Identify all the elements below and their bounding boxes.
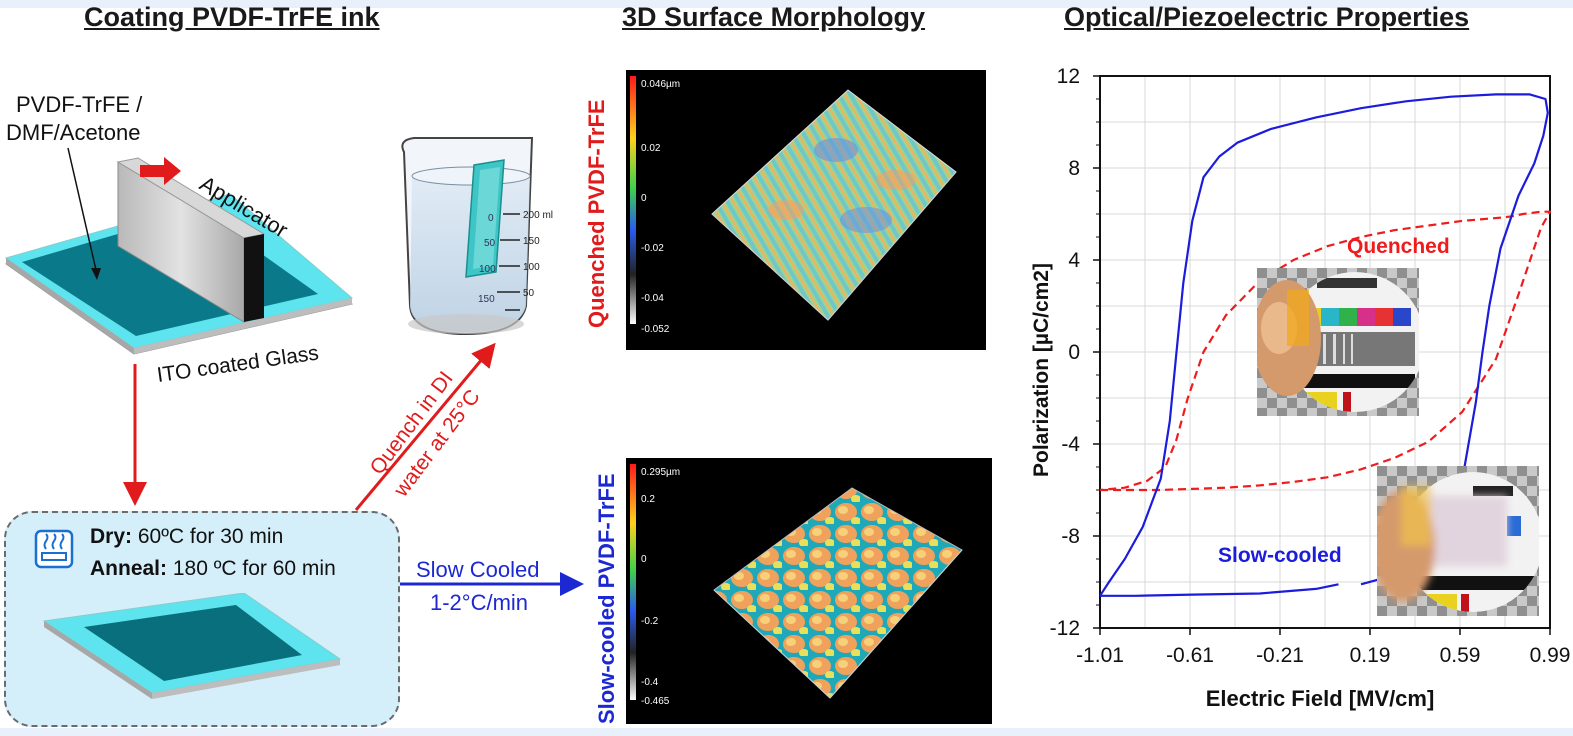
chart-y-tick-label: 0 bbox=[1068, 341, 1080, 364]
quenched-afm-image: 0.046µm 0.02 0 -0.02 -0.04 -0.052 bbox=[626, 70, 986, 350]
quenched-scale-max: 0.046µm bbox=[641, 79, 680, 90]
slow-scale-min: -0.465 bbox=[641, 696, 670, 707]
chart-series-quenched bbox=[1099, 210, 1552, 492]
applicator-direction-arrow bbox=[140, 157, 181, 185]
ink-label-line1: PVDF-TrFE / bbox=[16, 92, 143, 117]
chart-ticks: -1.01 -0.61 -0.21 0.19 0.59 0.99 12 8 4 0 -4 -8 -12 bbox=[1050, 65, 1571, 667]
chart-y-tick-label: 8 bbox=[1068, 157, 1080, 180]
chart-y-tick-label: -12 bbox=[1050, 617, 1080, 640]
ink-pointer-line bbox=[67, 147, 97, 271]
chart-y-tick-label: -8 bbox=[1061, 525, 1080, 548]
chart-y-tick-label: 4 bbox=[1068, 249, 1080, 272]
slow-cooled-annotation: Slow-cooled bbox=[1218, 544, 1342, 567]
chart-y-tick-label: 12 bbox=[1057, 65, 1080, 88]
beaker-inner-mark-50: 50 bbox=[484, 238, 496, 249]
beaker-inner-mark-100: 100 bbox=[479, 264, 496, 275]
dry-step-text: 60ºC for 30 min bbox=[132, 525, 284, 548]
ink-pointer-head bbox=[91, 268, 101, 280]
slow-cooled-sample-label: Slow-cooled PVDF-TrFE bbox=[594, 473, 619, 724]
chart-series bbox=[1099, 93, 1552, 597]
properties-section-title: Optical/Piezoelectric Properties bbox=[1064, 2, 1470, 32]
quench-arrow bbox=[354, 342, 496, 511]
slow-cooled-film-photo bbox=[1377, 466, 1539, 616]
dry-step-label: Dry: bbox=[90, 525, 133, 548]
beaker-inner-mark-0: 0 bbox=[488, 213, 494, 224]
beaker-inner-mark-150: 150 bbox=[478, 294, 495, 305]
slow-cooled-label-line1: Slow Cooled bbox=[416, 557, 540, 582]
slow-scale-0: 0 bbox=[641, 554, 647, 565]
quenched-annotation: Quenched bbox=[1347, 235, 1450, 258]
morphology-section-title: 3D Surface Morphology bbox=[622, 2, 926, 32]
bottom-frame-band bbox=[0, 728, 1573, 736]
applicator-blade bbox=[116, 157, 266, 323]
top-frame-band bbox=[0, 0, 1573, 8]
slow-scale-neg0.4: -0.4 bbox=[641, 677, 659, 688]
chart-series-slow-cooled bbox=[1099, 93, 1549, 597]
chart-x-tick-label: 0.99 bbox=[1530, 644, 1571, 667]
ink-label-line2: DMF/Acetone bbox=[6, 120, 141, 145]
annealed-substrate bbox=[42, 593, 342, 699]
beaker-mark-150: 150 bbox=[523, 236, 540, 247]
chart-series-segment-2 bbox=[1100, 583, 1339, 597]
chart-x-tick-label: 0.59 bbox=[1440, 644, 1481, 667]
beaker-mark-200: 200 ml bbox=[523, 210, 553, 221]
coating-section-title: Coating PVDF-TrFE ink bbox=[84, 2, 380, 32]
chart-x-tick-label: -0.21 bbox=[1256, 644, 1304, 667]
chart-y-tick-label: -4 bbox=[1061, 433, 1080, 456]
heater-icon bbox=[34, 529, 74, 569]
anneal-step-label: Anneal: bbox=[90, 557, 168, 580]
slow-cooled-afm-image: 0.295µm 0.2 0 -0.2 -0.4 -0.465 bbox=[626, 458, 992, 724]
slow-scale-neg0.2: -0.2 bbox=[641, 616, 659, 627]
quenched-scale-neg0.02: -0.02 bbox=[641, 243, 664, 254]
slow-cooled-label-line2: 1-2°C/min bbox=[430, 590, 529, 615]
quenched-scale-neg0.04: -0.04 bbox=[641, 293, 664, 304]
beaker-mark-50: 50 bbox=[523, 288, 535, 299]
dry-step: Dry: 60ºC for 30 min bbox=[90, 525, 283, 549]
quenched-sample-label: Quenched PVDF-TrFE bbox=[584, 99, 609, 328]
slow-scale-0.2: 0.2 bbox=[641, 494, 655, 505]
quenched-scale-min: -0.052 bbox=[641, 324, 670, 335]
quenched-scale-0.02: 0.02 bbox=[641, 143, 661, 154]
slow-scale-max: 0.295µm bbox=[641, 467, 680, 478]
chart-x-tick-label: 0.19 bbox=[1350, 644, 1391, 667]
chart-y-axis-title: Polarization [µC/cm2] bbox=[1030, 263, 1053, 477]
quenched-film-photo bbox=[1257, 268, 1419, 416]
chart-x-tick-label: -1.01 bbox=[1076, 644, 1124, 667]
quenched-scale-0: 0 bbox=[641, 193, 647, 204]
anneal-step: Anneal: 180 ºC for 60 min bbox=[90, 557, 336, 581]
anneal-step-text: 180 ºC for 60 min bbox=[167, 557, 336, 580]
chart-x-axis-title: Electric Field [MV/cm] bbox=[1206, 686, 1435, 711]
beaker-mark-100: 100 bbox=[523, 262, 540, 273]
process-box: Dry: 60ºC for 30 min Anneal: 180 ºC for … bbox=[4, 511, 400, 727]
chart-x-tick-label: -0.61 bbox=[1166, 644, 1214, 667]
beaker-icon: 200 ml 150 100 50 0 50 100 150 bbox=[401, 137, 553, 336]
